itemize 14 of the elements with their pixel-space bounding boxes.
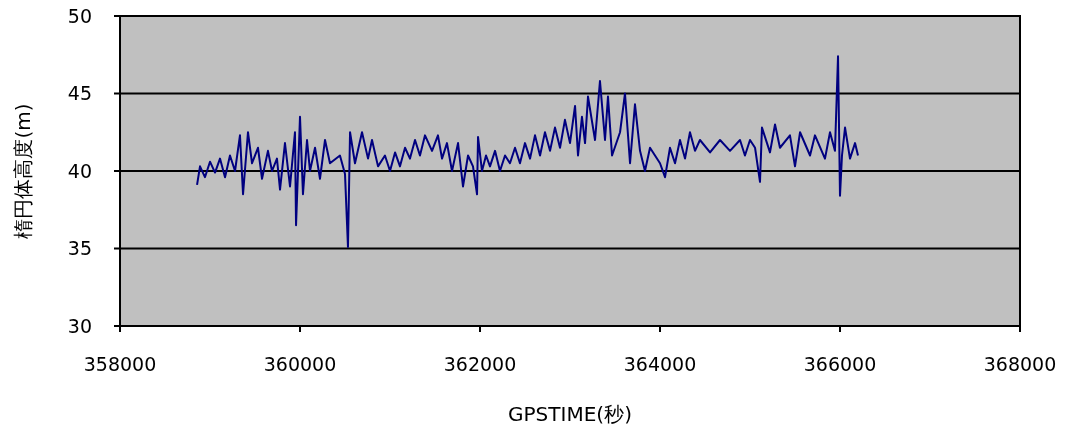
y-tick-label: 30 xyxy=(67,314,92,337)
y-axis-title: 楕円体高度(m) xyxy=(11,103,35,239)
x-axis-title: GPSTIME(秒) xyxy=(508,402,632,426)
x-tick-label: 368000 xyxy=(983,353,1057,375)
x-tick-label: 364000 xyxy=(623,353,697,375)
y-tick-label: 50 xyxy=(67,4,92,27)
y-tick-label: 40 xyxy=(67,159,92,182)
y-tick-label: 45 xyxy=(67,82,92,105)
line-series xyxy=(196,55,859,248)
y-tick-label: 35 xyxy=(67,237,92,260)
x-tick-label: 360000 xyxy=(263,353,337,375)
x-tick-label: 366000 xyxy=(803,353,877,375)
x-tick-label: 358000 xyxy=(83,353,157,375)
x-tick-label: 362000 xyxy=(443,353,517,375)
